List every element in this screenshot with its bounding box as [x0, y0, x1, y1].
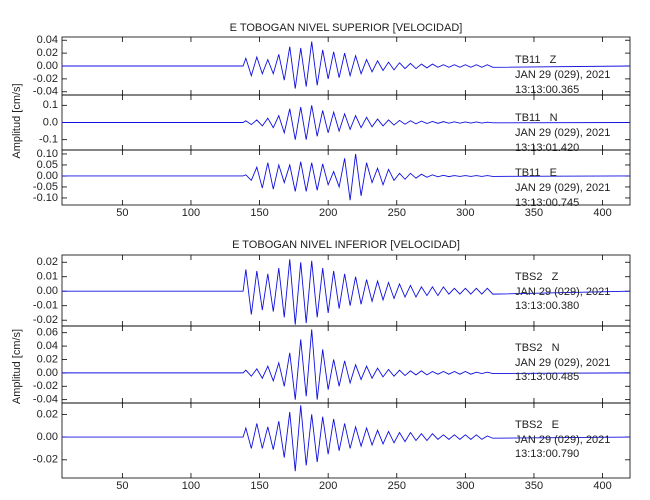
y-tick-label: -0.02 — [33, 314, 58, 326]
y-tick-label: 0.02 — [37, 256, 58, 268]
y-tick-label: 0.1 — [43, 99, 58, 111]
chart-title: E TOBOGAN NIVEL SUPERIOR [VELOCIDAD] — [230, 22, 463, 34]
y-tick-label: 0.02 — [37, 47, 58, 59]
date-label: JAN 29 (029), 2021 — [515, 182, 610, 194]
waveform — [62, 329, 631, 400]
y-tick-label: 0.00 — [37, 170, 58, 182]
x-tick-label: 100 — [182, 480, 200, 492]
y-tick-label: -0.02 — [33, 73, 58, 85]
x-tick-label: 400 — [593, 207, 611, 219]
y-tick-label: 0.04 — [37, 340, 58, 352]
waveform — [62, 259, 631, 325]
y-tick-label: 0.00 — [37, 60, 58, 72]
time-label: 13:13:01.420 — [515, 142, 579, 154]
date-label: JAN 29 (029), 2021 — [515, 286, 610, 298]
y-tick-label: -0.10 — [33, 192, 58, 204]
y-axis-label: Amplitud [cm/s] — [11, 329, 23, 404]
y-tick-label: 0.10 — [37, 148, 58, 160]
y-tick-label: 0.0 — [43, 116, 58, 128]
y-tick-label: 0.01 — [37, 271, 58, 283]
y-tick-label: -0.05 — [33, 181, 58, 193]
date-label: JAN 29 (029), 2021 — [515, 69, 610, 81]
y-tick-label: 0.05 — [37, 159, 58, 171]
y-tick-label: 0.06 — [37, 327, 58, 339]
y-tick-label: 0.00 — [37, 367, 58, 379]
x-tick-label: 400 — [593, 480, 611, 492]
waveform — [62, 41, 631, 89]
x-tick-label: 100 — [182, 207, 200, 219]
date-label: JAN 29 (029), 2021 — [515, 357, 610, 369]
x-tick-label: 50 — [116, 207, 128, 219]
y-tick-label: 0.02 — [37, 408, 58, 420]
y-axis-label: Amplitud [cm/s] — [11, 83, 23, 158]
time-label: 13:13:00.790 — [515, 448, 579, 460]
station-label: TB11 Z — [515, 54, 557, 66]
station-label: TB11 N — [515, 112, 558, 124]
x-tick-label: 150 — [250, 480, 268, 492]
waveform — [62, 405, 631, 472]
station-label: TBS2 E — [515, 419, 559, 431]
x-tick-label: 200 — [319, 480, 337, 492]
time-label: 13:13:00.485 — [515, 371, 579, 383]
chart-title: E TOBOGAN NIVEL INFERIOR [VELOCIDAD] — [232, 239, 460, 251]
waveform — [62, 105, 631, 140]
date-label: JAN 29 (029), 2021 — [515, 127, 610, 139]
date-label: JAN 29 (029), 2021 — [515, 434, 610, 446]
y-tick-label: -0.02 — [33, 454, 58, 466]
x-tick-label: 250 — [388, 480, 406, 492]
y-tick-label: 0.00 — [37, 285, 58, 297]
x-tick-label: 300 — [456, 480, 474, 492]
station-label: TBS2 Z — [515, 271, 559, 283]
panel-frame — [61, 402, 631, 479]
x-tick-label: 50 — [116, 480, 128, 492]
y-tick-label: 0.04 — [37, 34, 58, 46]
y-tick-label: -0.04 — [33, 86, 58, 98]
y-tick-label: -0.01 — [33, 300, 58, 312]
station-label: TBS2 N — [515, 342, 560, 354]
time-label: 13:13:00.380 — [515, 300, 579, 312]
x-tick-label: 150 — [250, 207, 268, 219]
waveform — [62, 153, 631, 201]
x-tick-label: 250 — [388, 207, 406, 219]
x-tick-label: 300 — [456, 207, 474, 219]
time-label: 13:13:00.365 — [515, 84, 579, 96]
panel-frame — [61, 149, 631, 206]
x-tick-label: 350 — [525, 480, 543, 492]
x-tick-label: 200 — [319, 207, 337, 219]
time-label: 13:13:00.745 — [515, 197, 579, 209]
y-tick-label: -0.04 — [33, 394, 58, 406]
y-tick-label: 0.00 — [37, 431, 58, 443]
x-tick-label: 350 — [525, 207, 543, 219]
y-tick-label: -0.02 — [33, 380, 58, 392]
y-tick-label: -0.1 — [39, 134, 58, 146]
station-label: TB11 E — [515, 167, 557, 179]
y-tick-label: 0.02 — [37, 353, 58, 365]
